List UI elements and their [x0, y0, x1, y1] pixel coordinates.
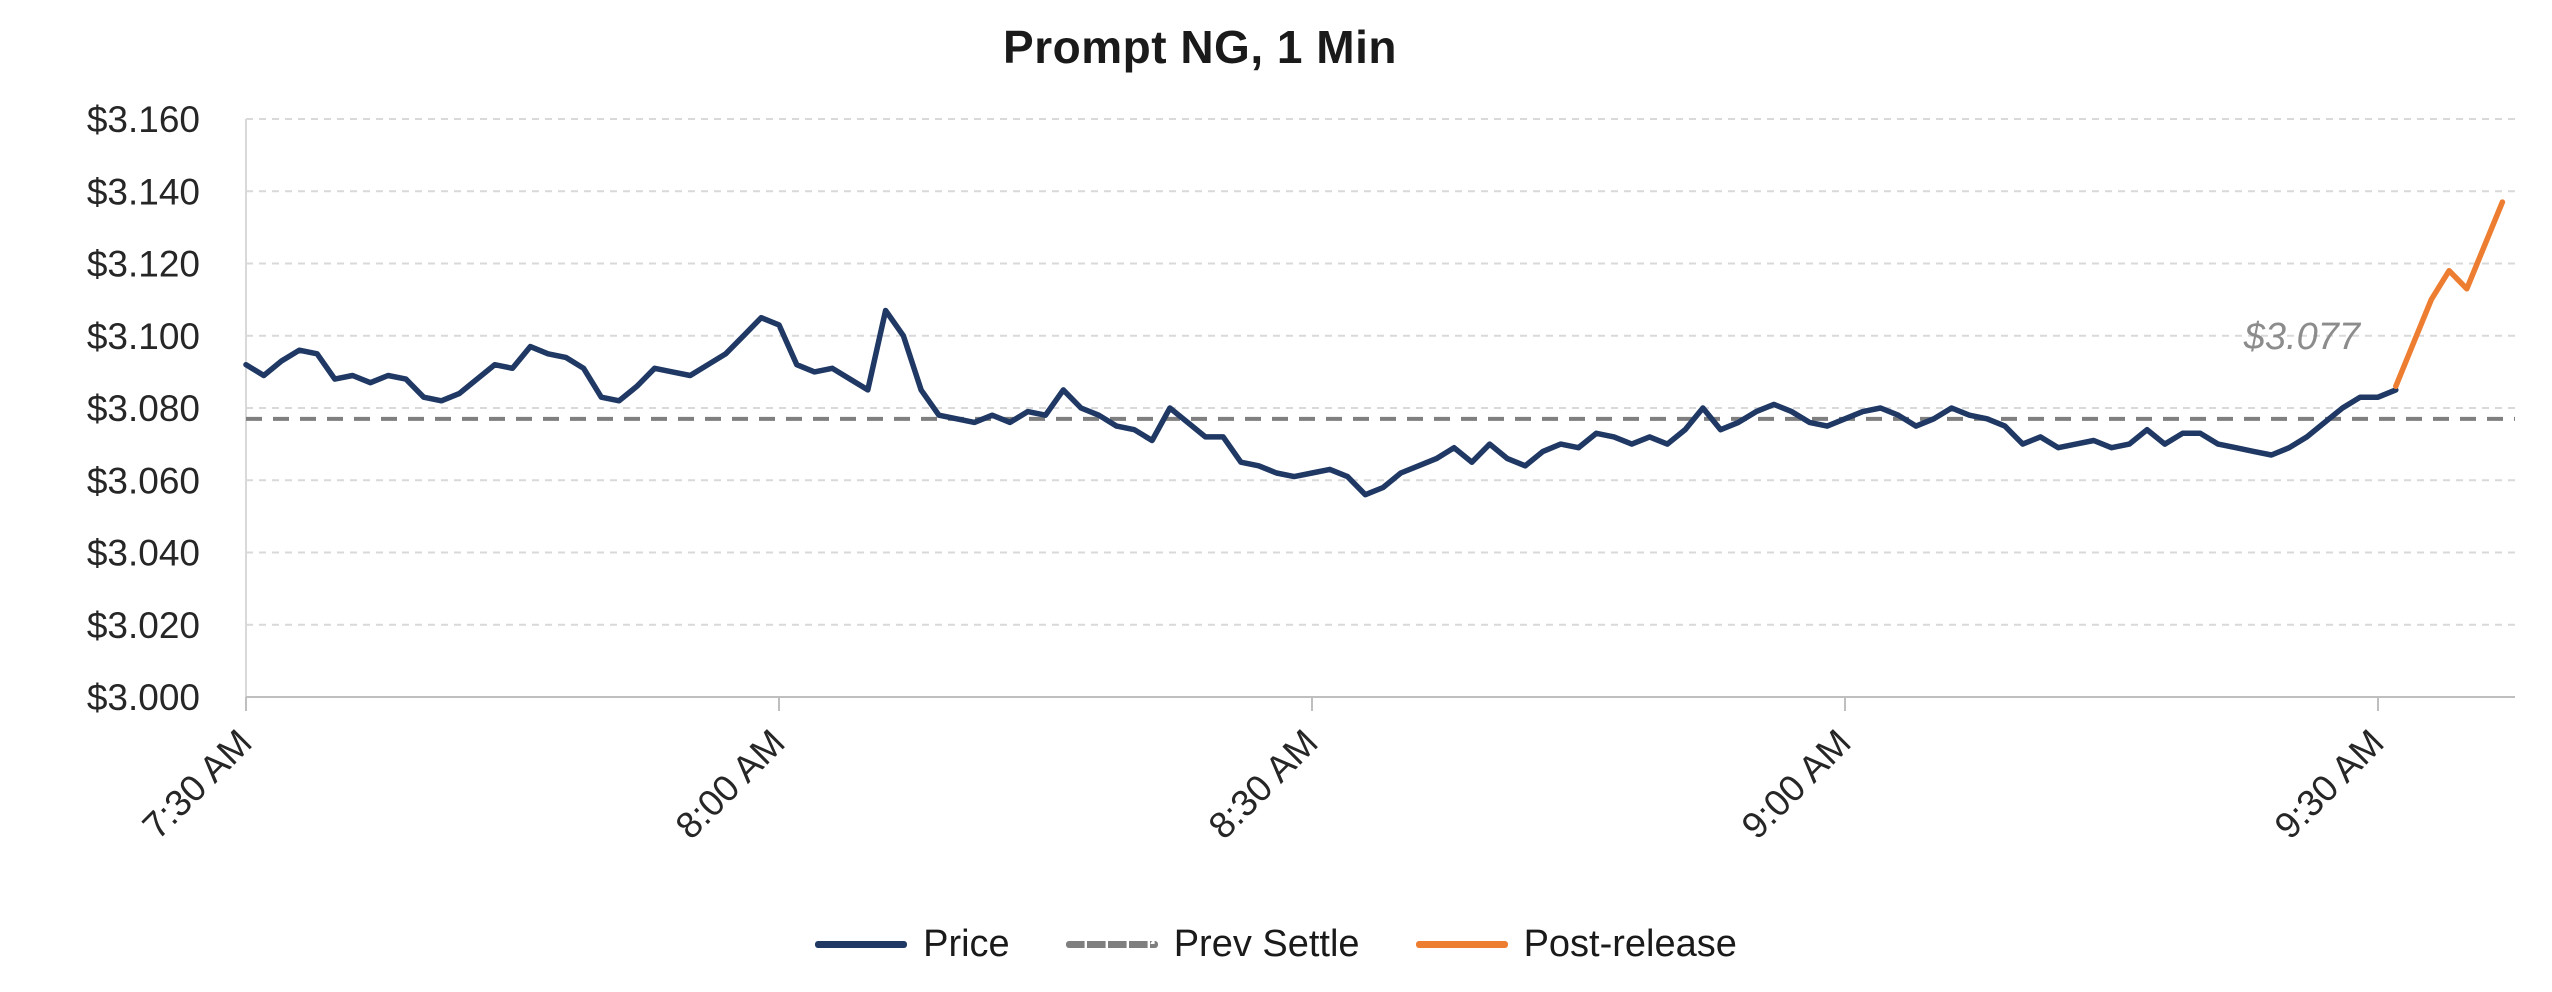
price-line-swatch-icon	[815, 940, 908, 948]
x-axis-tick-label: 7:30 AM	[135, 722, 260, 847]
y-axis-tick-label: $3.160	[87, 99, 200, 140]
legend-item-post-release: Post-release	[1415, 922, 1737, 966]
y-axis-tick-label: $3.020	[87, 605, 200, 646]
y-axis-tick-label: $3.120	[87, 244, 200, 285]
x-axis-tick-label: 9:00 AM	[1734, 722, 1859, 847]
post-release-line-swatch-icon	[1415, 940, 1508, 948]
post-release-series-line	[2393, 199, 2506, 390]
prev-settle-value-label: $3.077	[2243, 316, 2360, 358]
x-axis-tick-label: 9:30 AM	[2267, 722, 2392, 847]
legend-item-price: Price	[815, 923, 1010, 966]
x-axis-tick-label: 8:00 AM	[668, 722, 793, 847]
legend-label-post-release: Post-release	[1523, 922, 1737, 965]
legend-item-prev-settle: Prev Settle	[1065, 922, 1360, 966]
price-series-line	[243, 307, 2399, 498]
y-axis-tick-label: $3.040	[87, 533, 200, 574]
y-axis-tick-label: $3.060	[87, 460, 200, 501]
y-axis-tick-label: $3.080	[87, 388, 200, 429]
prev-settle-dashed-swatch-icon	[1065, 940, 1158, 948]
legend-label-prev-settle: Prev Settle	[1173, 922, 1360, 965]
chart-title: Prompt NG, 1 Min	[1003, 21, 1397, 73]
y-axis-tick-label: $3.100	[87, 316, 200, 357]
y-axis-tick-label: $3.140	[87, 171, 200, 212]
legend-label-price: Price	[923, 922, 1010, 965]
x-axis-tick-label: 8:30 AM	[1201, 722, 1326, 847]
chart-legend: Price Prev Settle Post-release	[0, 912, 2552, 976]
y-axis-tick-label: $3.000	[87, 677, 200, 718]
